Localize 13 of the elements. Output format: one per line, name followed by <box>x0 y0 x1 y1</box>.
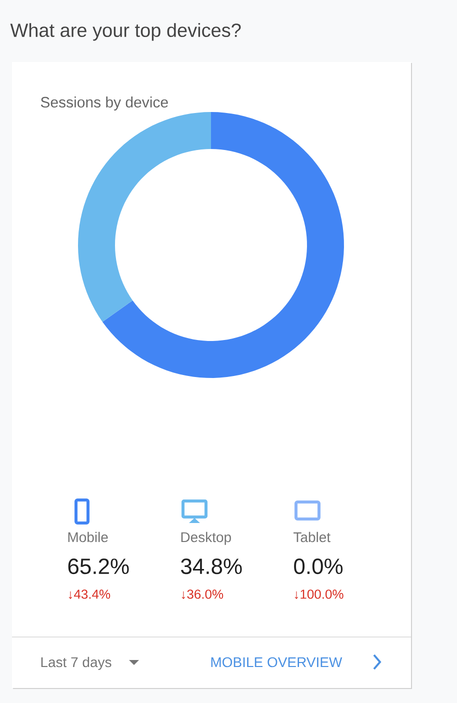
chart-subtitle: Sessions by device <box>40 96 168 111</box>
text: 0.0% <box>294 558 343 574</box>
text: MOBILE OVERVIEW <box>211 657 342 668</box>
chart-title: What are your top devices? <box>10 23 241 41</box>
text: ↓43.4% <box>68 590 110 600</box>
text: Last 7 days <box>41 656 112 670</box>
text: ↓100.0% <box>294 590 344 600</box>
legend-label: Desktop <box>181 532 231 545</box>
legend-label: Tablet <box>294 532 330 542</box>
legend-label: Mobile <box>68 532 108 542</box>
text: ↓36.0% <box>182 590 224 600</box>
data-label: 34.8% <box>181 558 242 574</box>
data-label: 65.2% <box>68 558 129 574</box>
